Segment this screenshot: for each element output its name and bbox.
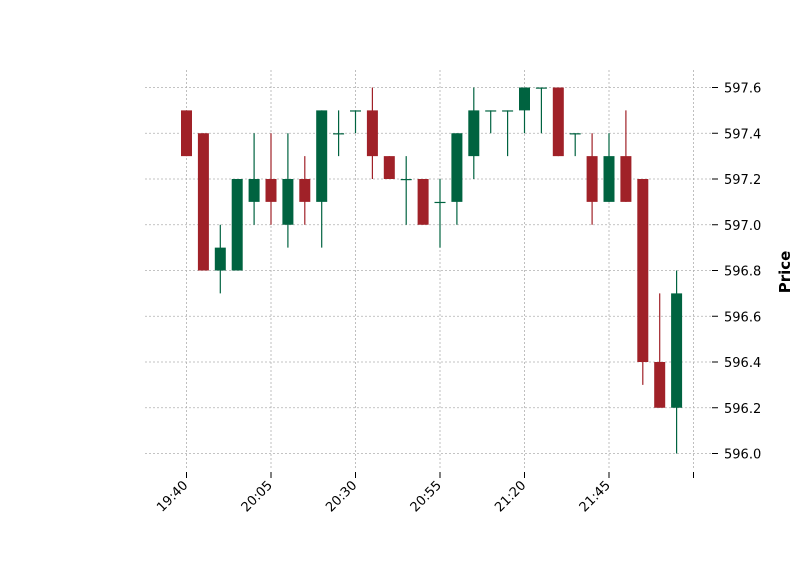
candle — [671, 270, 683, 454]
x-axis: 19:40 20:05 20:30 20:55 21:20 21:45 — [154, 472, 694, 515]
candle — [485, 110, 497, 134]
candle — [265, 133, 277, 225]
x-tick-label: 20:55 — [408, 478, 445, 515]
candle — [569, 133, 581, 157]
candle-body — [671, 293, 683, 408]
y-tick-label: 596.2 — [724, 402, 761, 417]
candle — [637, 179, 649, 385]
candle-body — [586, 156, 598, 202]
candle — [552, 87, 564, 157]
candle — [366, 87, 378, 179]
y-tick-label: 597.4 — [724, 127, 761, 142]
candle — [231, 179, 243, 271]
y-tick-label: 597.2 — [724, 173, 761, 188]
candle — [417, 179, 429, 225]
candle-body — [197, 133, 209, 271]
y-axis: 596.0 596.2 596.4 596.6 596.8 597.0 597.2 597.4… — [712, 82, 761, 463]
candle — [197, 133, 209, 271]
candle — [282, 133, 294, 248]
candle-body — [350, 110, 361, 112]
candle — [451, 133, 463, 225]
candle — [519, 87, 530, 134]
candle-body — [569, 133, 581, 135]
candle — [316, 110, 328, 248]
candle — [333, 110, 345, 157]
candle-body — [502, 110, 514, 112]
candle-body — [468, 110, 480, 157]
x-tick-label: 19:40 — [154, 478, 191, 515]
y-tick-label: 596.6 — [724, 310, 761, 325]
candle — [434, 179, 446, 248]
candle-body — [535, 87, 547, 89]
candle-body — [637, 179, 649, 362]
candle — [620, 110, 632, 202]
x-tick-label: 21:20 — [492, 478, 529, 515]
x-tick-label: 21:45 — [577, 478, 614, 515]
candle-body — [519, 87, 530, 111]
candle — [586, 133, 598, 225]
y-tick-label: 596.4 — [724, 356, 761, 371]
candle — [383, 156, 395, 179]
candle-body — [316, 110, 328, 202]
candle — [468, 87, 480, 179]
candle-body — [603, 156, 615, 202]
candle-body — [366, 110, 378, 157]
x-tick-label: 20:30 — [323, 478, 360, 515]
candle-body — [333, 133, 345, 135]
candle — [603, 133, 615, 202]
candle-body — [400, 179, 412, 181]
candle — [214, 224, 226, 294]
candle-body — [181, 110, 192, 157]
candle-body — [248, 179, 260, 202]
y-tick-label: 596.0 — [724, 448, 761, 463]
y-axis-title: Price — [776, 251, 794, 294]
candle — [535, 87, 547, 134]
candle-body — [552, 87, 564, 157]
candles — [181, 87, 683, 454]
x-tick-label: 20:05 — [239, 478, 276, 515]
candle — [350, 110, 361, 134]
y-tick-label: 597.6 — [724, 82, 761, 97]
candle — [181, 110, 192, 157]
candle-body — [231, 179, 243, 271]
candle-body — [654, 362, 666, 408]
candle-body — [451, 133, 463, 202]
candle-body — [282, 179, 294, 225]
candle — [248, 133, 260, 225]
candle — [299, 156, 311, 225]
y-tick-label: 596.8 — [724, 265, 761, 280]
candle-body — [265, 179, 277, 202]
candle-body — [620, 156, 632, 202]
y-tick-label: 597.0 — [724, 219, 761, 234]
candle-body — [383, 156, 395, 179]
candle — [654, 293, 666, 408]
candle-body — [417, 179, 429, 225]
candle — [400, 156, 412, 225]
candle-body — [214, 247, 226, 271]
candle-body — [485, 110, 497, 112]
grid — [145, 70, 712, 470]
candle-body — [434, 201, 446, 204]
candle — [502, 110, 514, 157]
candle-body — [299, 179, 311, 202]
